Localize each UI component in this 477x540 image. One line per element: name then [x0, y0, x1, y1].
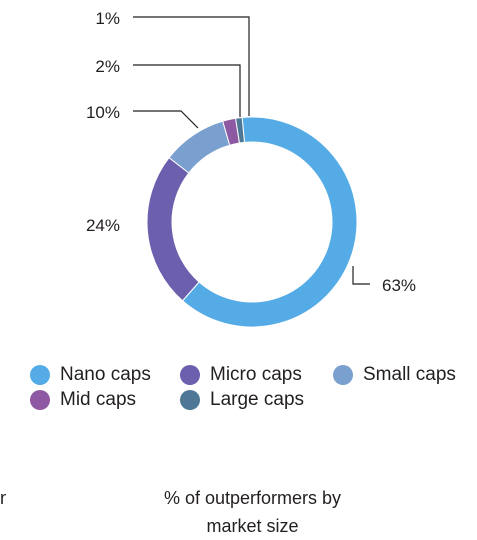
chart-caption-line-2: market size — [206, 516, 299, 536]
legend-item-large-caps: Large caps — [180, 389, 304, 411]
legend-row-1: Nano caps Micro caps Small caps — [30, 362, 475, 387]
legend-swatch-micro-caps — [180, 364, 200, 385]
legend-label-mid-caps: Mid caps — [60, 388, 137, 410]
leader-line-nano-caps — [352, 266, 370, 285]
donut-slice-micro-caps — [146, 156, 200, 302]
donut-slice-small-caps — [168, 120, 231, 174]
chart-legend: Nano caps Micro caps Small caps Mid caps… — [30, 362, 475, 412]
leader-lines — [133, 16, 370, 285]
donut-slices — [146, 116, 358, 328]
legend-item-nano-caps: Nano caps — [30, 364, 180, 386]
legend-swatch-small-caps — [333, 364, 353, 385]
legend-item-small-caps: Small caps — [333, 364, 456, 386]
value-label-mid-caps: 2% — [95, 57, 120, 76]
value-label-micro-caps: 24% — [86, 216, 120, 235]
legend-swatch-large-caps — [180, 389, 200, 410]
legend-label-micro-caps: Micro caps — [210, 363, 302, 385]
chart-caption: % of outperformers by market size — [0, 484, 477, 540]
donut-slice-large-caps — [235, 116, 246, 144]
legend-label-large-caps: Large caps — [210, 388, 305, 410]
legend-row-2: Mid caps Large caps — [30, 387, 475, 412]
legend-swatch-nano-caps — [30, 364, 50, 385]
legend-label-small-caps: Small caps — [363, 363, 456, 385]
value-label-small-caps: 10% — [86, 103, 120, 122]
leader-line-large-caps — [133, 16, 250, 116]
cropped-text-fragment: n — [0, 488, 6, 508]
value-labels: 63% 24% 10% 2% 1% — [86, 9, 416, 295]
chart-caption-line-1: % of outperformers by — [163, 488, 342, 508]
value-label-nano-caps: 63% — [382, 276, 416, 295]
legend-swatch-mid-caps — [30, 389, 50, 410]
legend-item-micro-caps: Micro caps — [180, 364, 333, 386]
legend-label-nano-caps: Nano caps — [60, 363, 151, 385]
value-label-large-caps: 1% — [95, 9, 120, 28]
leader-line-small-caps — [133, 110, 199, 129]
donut-slice-nano-caps — [181, 116, 358, 328]
leader-line-mid-caps — [133, 64, 241, 117]
legend-item-mid-caps: Mid caps — [30, 389, 180, 411]
